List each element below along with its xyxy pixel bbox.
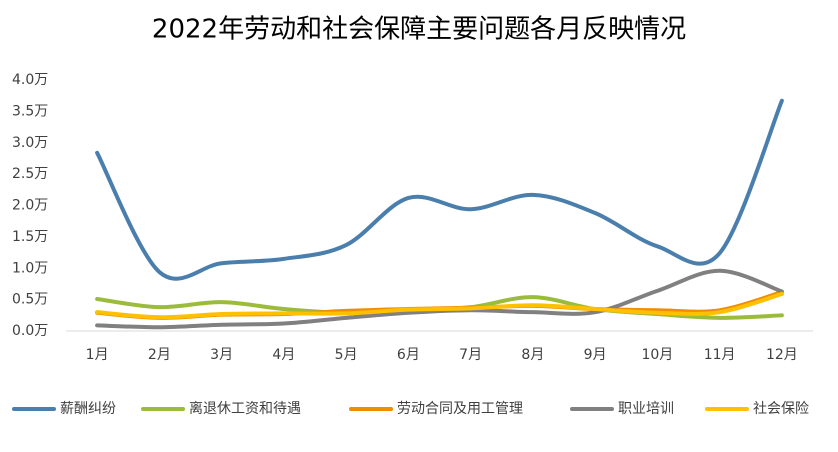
- x-tick-label: 5月: [335, 347, 358, 363]
- y-tick-label: 2.5万: [12, 166, 48, 182]
- y-tick-label: 0.5万: [12, 292, 48, 308]
- x-tick-label: 7月: [459, 347, 482, 363]
- x-tick-label: 10月: [641, 347, 673, 363]
- legend-label: 劳动合同及用工管理: [397, 401, 523, 417]
- series-line: [95, 98, 784, 281]
- series-line: [95, 291, 784, 320]
- x-tick-label: 8月: [521, 347, 544, 363]
- y-tick-label: 4.0万: [12, 72, 48, 88]
- legend-label: 离退休工资和待遇: [189, 400, 301, 417]
- x-tick-label: 3月: [210, 347, 233, 363]
- x-tick-label: 4月: [272, 347, 295, 363]
- series-line: [95, 268, 784, 330]
- legend-label: 职业培训: [618, 401, 674, 417]
- chart-title: 2022年劳动和社会保障主要问题各月反映情况: [152, 15, 686, 45]
- x-tick-label: 12月: [766, 347, 798, 363]
- y-tick-label: 1.0万: [12, 260, 48, 276]
- x-tick-label: 11月: [704, 347, 736, 363]
- y-tick-label: 2.0万: [12, 198, 48, 214]
- legend-label: 薪酬纠纷: [60, 401, 116, 417]
- x-tick-label: 1月: [86, 347, 109, 363]
- x-tick-label: 2月: [148, 347, 171, 363]
- y-tick-label: 1.5万: [12, 229, 48, 245]
- y-tick-label: 3.5万: [12, 103, 48, 119]
- legend-label: 社会保险: [753, 401, 809, 417]
- x-tick-label: 6月: [397, 347, 420, 363]
- y-tick-label: 3.0万: [12, 135, 48, 151]
- y-tick-label: 0.0万: [12, 323, 48, 339]
- x-tick-label: 9月: [584, 347, 607, 363]
